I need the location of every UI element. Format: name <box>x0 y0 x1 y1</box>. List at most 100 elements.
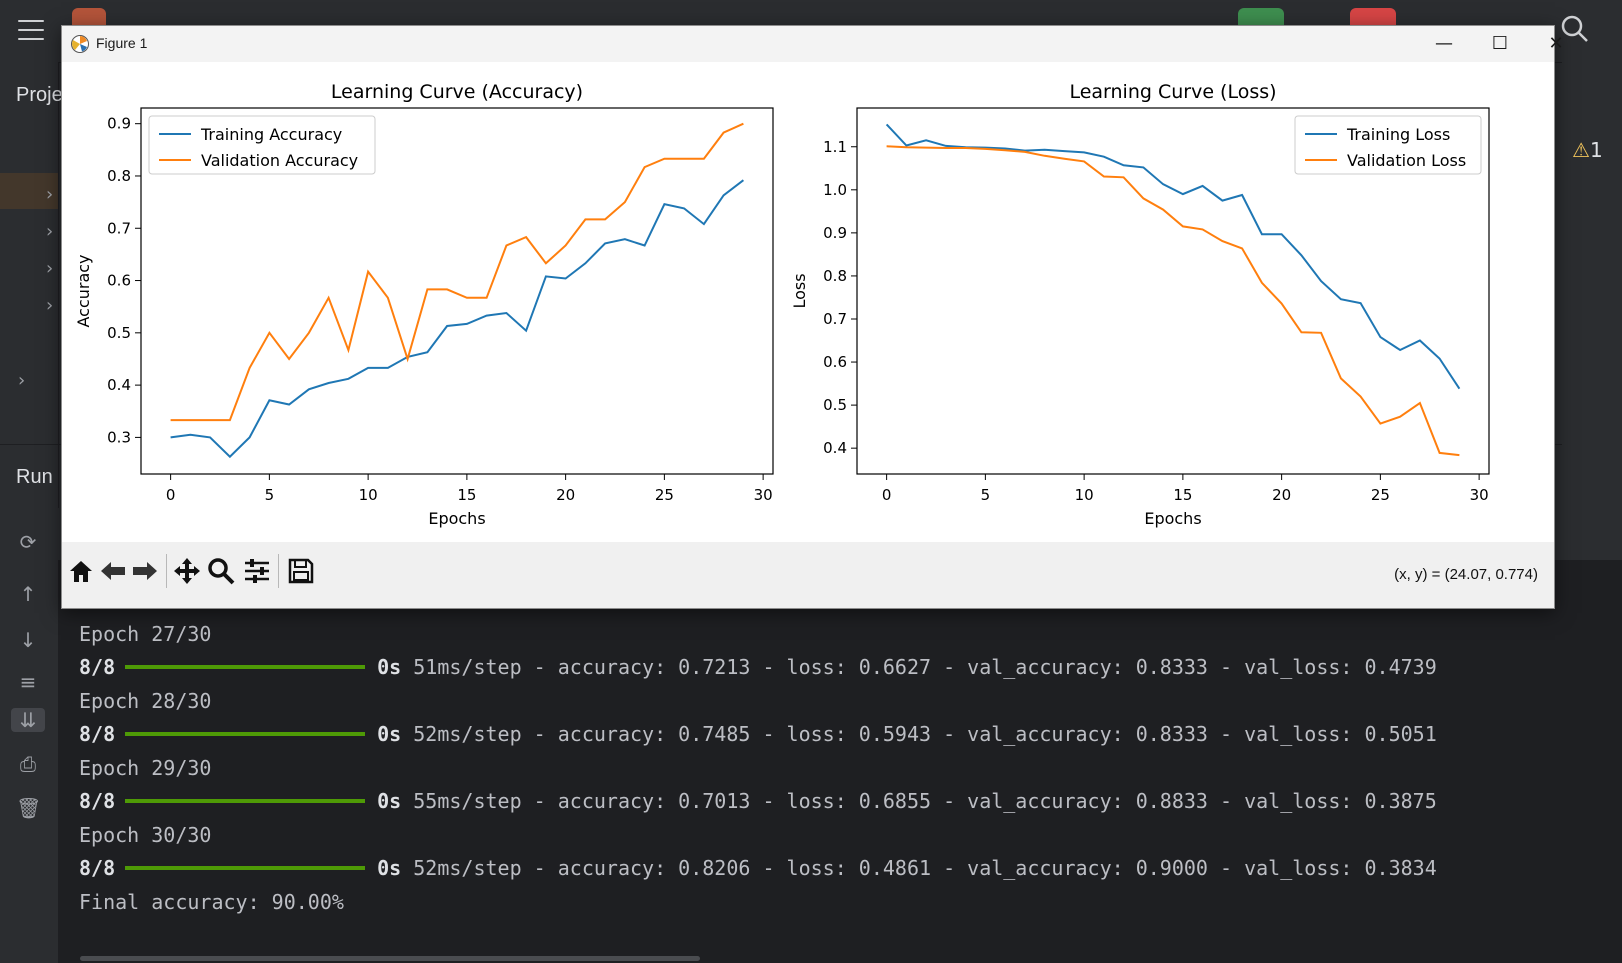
progress-bar <box>125 865 366 870</box>
configure-icon[interactable] <box>242 556 272 586</box>
y-tick-label: 1.0 <box>823 181 847 199</box>
back-icon[interactable] <box>98 556 128 586</box>
x-tick-label: 30 <box>1470 486 1489 504</box>
y-tick-label: 0.5 <box>823 396 847 414</box>
x-axis-label: Epochs <box>428 509 485 528</box>
legend-label: Training Accuracy <box>200 125 342 144</box>
warning-icon: ⚠ <box>1572 138 1590 162</box>
run-console[interactable] <box>58 560 1622 963</box>
chevron-right-icon[interactable]: › <box>46 221 54 242</box>
horizontal-scrollbar[interactable] <box>80 956 700 961</box>
chart-title: Learning Curve (Accuracy) <box>331 81 583 103</box>
legend-label: Training Loss <box>1346 125 1450 144</box>
toolbar-separator <box>278 554 279 588</box>
maximize-button[interactable]: ☐ <box>1491 33 1509 54</box>
x-tick-label: 5 <box>981 486 991 504</box>
y-tick-label: 0.4 <box>107 376 131 394</box>
step-metrics: 52ms/step - accuracy: 0.8206 - loss: 0.4… <box>401 856 1437 880</box>
y-tick-label: 1.1 <box>823 138 847 156</box>
progress-bar <box>125 731 366 736</box>
x-axis-label: Epochs <box>1144 509 1201 528</box>
minimize-button[interactable]: — <box>1435 33 1453 54</box>
x-tick-label: 25 <box>655 486 674 504</box>
series-line-training-loss <box>885 123 1461 390</box>
step-metrics: 55ms/step - accuracy: 0.7013 - loss: 0.6… <box>401 789 1437 813</box>
toolbar-separator <box>166 554 167 588</box>
warning-indicator[interactable]: ⚠1 <box>1572 138 1603 162</box>
step-time: 0s <box>377 722 402 746</box>
y-tick-label: 0.6 <box>107 272 131 290</box>
x-tick-label: 5 <box>265 486 275 504</box>
home-icon[interactable] <box>66 556 96 586</box>
x-tick-label: 0 <box>882 486 892 504</box>
figure-canvas[interactable]: Learning Curve (Accuracy) 0 5 10 15 20 25 30 0.3… <box>62 62 1554 542</box>
forward-icon[interactable] <box>130 556 160 586</box>
legend-label: Validation Accuracy <box>201 151 358 170</box>
x-tick-label: 25 <box>1371 486 1390 504</box>
chevron-right-icon[interactable]: › <box>18 370 26 391</box>
search-icon[interactable] <box>1560 14 1590 44</box>
close-button[interactable]: ✕ <box>1548 33 1564 54</box>
matplotlib-logo-icon <box>71 35 89 53</box>
figure-title: Figure 1 <box>96 35 148 51</box>
legend-label: Validation Loss <box>1347 151 1466 170</box>
console-line: Epoch 30/30 <box>79 823 212 847</box>
rerun-icon[interactable]: ⟳ <box>19 530 37 554</box>
print-icon[interactable]: ⎙ <box>20 752 36 776</box>
warning-count: 1 <box>1589 138 1603 162</box>
step-count: 8/8 <box>79 655 116 679</box>
y-tick-label: 0.7 <box>107 219 131 237</box>
step-metrics: 51ms/step - accuracy: 0.7213 - loss: 0.6… <box>401 655 1437 679</box>
progress-bar <box>125 798 366 803</box>
chevron-right-icon[interactable]: › <box>46 295 54 316</box>
progress-bar <box>125 664 366 669</box>
y-tick-label: 0.7 <box>823 310 847 328</box>
tree-selection[interactable] <box>0 173 58 209</box>
run-tool-label[interactable]: Run <box>16 466 53 488</box>
x-tick-label: 20 <box>556 486 575 504</box>
chevron-right-icon[interactable]: › <box>46 258 54 279</box>
console-step-line: 8/8 0s 52ms/step - accuracy: 0.7485 - los… <box>79 722 1437 746</box>
figure-title-bar: Figure 1 — ☐ ✕ <box>62 26 1564 62</box>
x-tick-label: 20 <box>1272 486 1291 504</box>
x-tick-label: 10 <box>1075 486 1094 504</box>
legend-box <box>148 115 376 175</box>
tool-window-strip <box>0 62 59 963</box>
console-line: Epoch 27/30 <box>79 622 212 646</box>
arrow-down-icon[interactable]: ↓ <box>19 628 37 652</box>
scroll-to-end-icon[interactable]: ⇊ <box>11 708 45 732</box>
series-line-validation-loss <box>886 145 1460 457</box>
save-icon[interactable] <box>286 556 316 586</box>
y-tick-label: 0.9 <box>107 115 131 133</box>
trash-icon[interactable]: 🗑 <box>16 796 42 820</box>
legend-box <box>1294 115 1482 175</box>
plot-frame <box>140 107 774 475</box>
pan-icon[interactable] <box>172 556 202 586</box>
coordinate-readout: (x, y) = (24.07, 0.774) <box>1394 566 1538 583</box>
chart-title: Learning Curve (Loss) <box>1069 81 1276 103</box>
arrow-up-icon[interactable]: ↑ <box>19 582 37 606</box>
menu-icon[interactable] <box>18 20 44 42</box>
console-line: Final accuracy: 90.00% <box>79 890 344 914</box>
y-axis-label: Loss <box>790 273 809 308</box>
y-tick-label: 0.8 <box>107 167 131 185</box>
y-tick-label: 0.3 <box>107 428 131 446</box>
series-line-validation-accuracy <box>170 122 744 422</box>
zoom-icon[interactable] <box>206 556 236 586</box>
x-tick-label: 15 <box>457 486 476 504</box>
step-time: 0s <box>377 856 402 880</box>
chevron-right-icon[interactable]: › <box>46 184 54 205</box>
console-line: Epoch 28/30 <box>79 689 212 713</box>
plot-frame <box>856 107 1490 475</box>
x-tick-label: 10 <box>359 486 378 504</box>
step-count: 8/8 <box>79 789 116 813</box>
console-step-line: 8/8 0s 52ms/step - accuracy: 0.8206 - los… <box>79 856 1437 880</box>
project-tool-label[interactable]: Proje <box>16 84 63 106</box>
step-count: 8/8 <box>79 722 116 746</box>
y-tick-label: 0.6 <box>823 353 847 371</box>
y-tick-label: 0.4 <box>823 439 847 457</box>
step-time: 0s <box>377 655 402 679</box>
x-tick-label: 0 <box>166 486 176 504</box>
series-line-training-accuracy <box>170 179 745 459</box>
wrap-icon[interactable]: ≡ <box>19 670 37 694</box>
